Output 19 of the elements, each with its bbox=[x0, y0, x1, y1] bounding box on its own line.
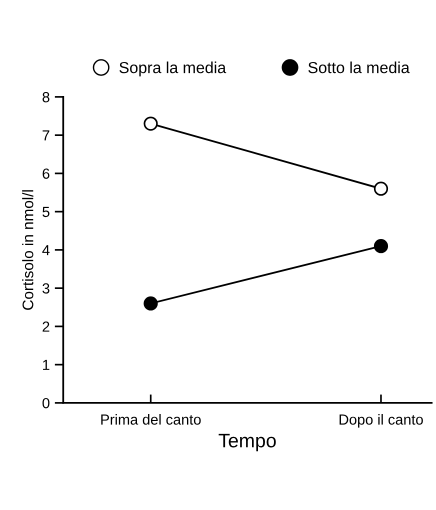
legend-label: Sotto la media bbox=[308, 62, 410, 74]
y-tick-label: 5 bbox=[42, 206, 50, 218]
point bbox=[144, 296, 158, 311]
y-tick-label: 2 bbox=[42, 322, 50, 332]
y-tick-label: 3 bbox=[42, 283, 50, 294]
y-tick-label: 4 bbox=[42, 245, 50, 256]
x-tick-label: Prima del canto bbox=[101, 414, 201, 425]
x-axis-title: Tempo bbox=[218, 434, 276, 452]
y-tick-label: 0 bbox=[42, 398, 50, 408]
y-tick-label: 8 bbox=[42, 92, 50, 102]
y-tick-label: 7 bbox=[42, 130, 50, 140]
y-tick-label: 1 bbox=[43, 360, 50, 370]
x-tick-label: Dopo il canto bbox=[340, 414, 423, 428]
point bbox=[374, 238, 388, 254]
point bbox=[374, 182, 388, 196]
y-axis-title: Cortisolo in nmol/l bbox=[22, 190, 34, 310]
legend-label: Sopra la media bbox=[119, 62, 226, 76]
point bbox=[144, 116, 158, 131]
y-tick-label: 6 bbox=[42, 168, 50, 179]
